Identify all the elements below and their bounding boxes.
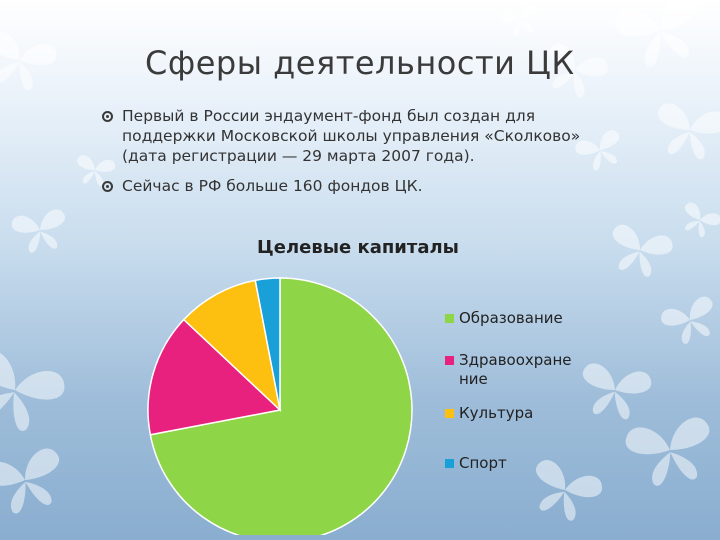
legend-label: ние — [459, 370, 488, 388]
bullet-marker-icon — [102, 111, 113, 122]
pie-chart: Целевые капиталы Образование Здравоохране… — [147, 237, 572, 535]
butterfly-icon — [582, 363, 652, 420]
butterfly-icon — [499, 4, 538, 37]
bullet-item: Сейчас в РФ больше 160 фондов ЦК. — [102, 176, 602, 196]
slide-title: Сферы деятельности ЦК — [145, 44, 575, 82]
butterfly-icon — [657, 103, 720, 160]
butterfly-icon — [661, 296, 713, 344]
legend-swatch — [445, 356, 454, 365]
pie-slices — [147, 277, 413, 535]
butterfly-icon — [625, 417, 710, 486]
pie-slice — [149, 277, 413, 535]
legend-swatch — [445, 314, 454, 323]
legend-swatch — [445, 459, 454, 468]
pie-slice — [254, 277, 281, 411]
butterfly-icon — [536, 460, 603, 521]
butterfly-icon — [0, 350, 65, 431]
legend-label: Спорт — [459, 454, 507, 472]
butterfly-icon — [11, 209, 66, 253]
bullet-item: Первый в России эндаумент-фонд был созда… — [102, 106, 602, 166]
pie-slice — [182, 279, 282, 413]
butterfly-icon — [0, 31, 57, 91]
bullet-text: Сейчас в РФ больше 160 фондов ЦК. — [122, 177, 423, 195]
legend-label: Образование — [459, 309, 563, 327]
legend-label: Культура — [459, 404, 533, 422]
chart-title: Целевые капиталы — [257, 237, 459, 258]
butterfly-icon — [77, 155, 116, 187]
butterfly-icon — [612, 224, 673, 277]
pie-slice — [147, 318, 282, 436]
butterfly-icon — [0, 448, 60, 514]
legend-swatch — [445, 409, 454, 418]
bullet-text: Первый в России эндаумент-фонд был созда… — [122, 107, 581, 165]
bullet-list: Первый в России эндаумент-фонд был созда… — [102, 106, 602, 206]
butterfly-icon — [615, 0, 698, 67]
legend-label: Здравоохране — [459, 351, 572, 369]
butterfly-icon — [549, 43, 608, 98]
butterfly-icon — [684, 202, 720, 238]
butterfly-icon — [575, 129, 620, 171]
bullet-marker-icon — [102, 181, 113, 192]
